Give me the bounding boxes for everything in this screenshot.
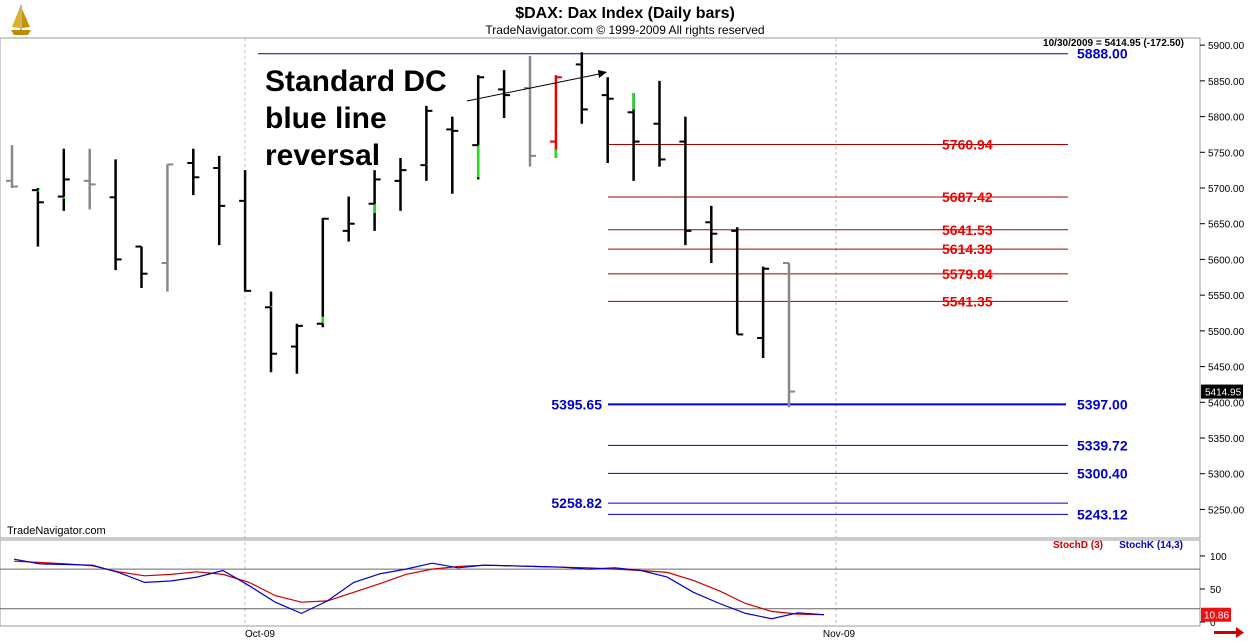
stochastic-panel: 100 50 010.86 StochD (3) StochK (14,3): [0, 539, 1231, 629]
y-tick-label: 5600.00: [1208, 255, 1245, 266]
y-tick-label: 50: [1210, 585, 1222, 596]
y-tick-label: 5400.00: [1208, 398, 1245, 409]
y-tick-label: 5900.00: [1208, 41, 1245, 52]
level-label: 5397.00: [1077, 396, 1128, 412]
y-tick-label: 5300.00: [1208, 470, 1245, 481]
y-tick-label: 0: [1210, 618, 1216, 629]
y-tick-label: 5350.00: [1208, 434, 1245, 445]
level-label: 5760.94: [942, 136, 993, 152]
y-tick-label: 5450.00: [1208, 363, 1245, 374]
level-label: 5339.72: [1077, 437, 1128, 453]
legend-stoch-d: StochD (3): [1053, 540, 1103, 551]
level-label: 5541.35: [942, 293, 993, 309]
last-stoch-box: [1201, 607, 1231, 622]
y-tick-label: 5700.00: [1208, 184, 1245, 195]
level-label: 5579.84: [942, 266, 993, 282]
y-tick-label: 100: [1210, 552, 1227, 563]
stoch-series-line: [13, 560, 825, 616]
level-label: 5641.53: [942, 222, 993, 238]
level-label: 5243.12: [1077, 506, 1128, 522]
annotation-line-2: blue line: [265, 102, 387, 135]
y-tick-label: 5500.00: [1208, 327, 1245, 338]
y-tick-label: 5550.00: [1208, 291, 1245, 302]
annotation-arrow: [466, 72, 605, 102]
level-label: 5300.40: [1077, 465, 1128, 481]
annotation-line-1: Standard DC: [265, 65, 447, 98]
level-label: 5687.42: [942, 189, 993, 205]
last-price-label: 5414.95: [1205, 388, 1242, 399]
logo-icon[interactable]: [11, 5, 31, 35]
y-tick-label: 5800.00: [1208, 113, 1245, 124]
copyright-text: TradeNavigator.com © 1999-2009 All right…: [485, 23, 764, 37]
x-tick-label: Oct-09: [245, 629, 275, 640]
level-left-label: 5395.65: [551, 396, 602, 412]
x-tick-label: Nov-09: [823, 629, 856, 640]
status-readout: 10/30/2009 = 5414.95 (-172.50): [1043, 38, 1184, 49]
right-arrow-icon[interactable]: [1214, 627, 1244, 638]
y-tick-label: 5750.00: [1208, 148, 1245, 159]
x-axis: Oct-09 Nov-09: [245, 629, 856, 640]
price-panel: 5888.00 5760.94 5687.42 5641.53 5614.39 5579.…: [0, 37, 1245, 626]
legend-stoch-k: StochK (14,3): [1119, 540, 1183, 551]
level-label: 5614.39: [942, 241, 993, 257]
annotation: Standard DC blue line reversal: [265, 65, 607, 172]
last-price-box: [1201, 384, 1243, 399]
chart-title: $DAX: Dax Index (Daily bars): [515, 5, 735, 22]
last-stoch-label: 10.86: [1204, 611, 1229, 622]
level-label: 5888.00: [1077, 46, 1128, 62]
y-tick-label: 5650.00: [1208, 220, 1245, 231]
y-tick-label: 5850.00: [1208, 77, 1245, 88]
stochastic-panel-frame: [0, 539, 1201, 627]
price-panel-frame: [0, 37, 1201, 539]
annotation-line-3: reversal: [265, 139, 380, 172]
stoch-series-line: [13, 558, 825, 620]
watermark-text: TradeNavigator.com: [7, 525, 106, 537]
y-tick-label: 5250.00: [1208, 505, 1245, 516]
level-left-label: 5258.82: [551, 495, 602, 511]
annotation-arrowhead: [598, 70, 607, 78]
